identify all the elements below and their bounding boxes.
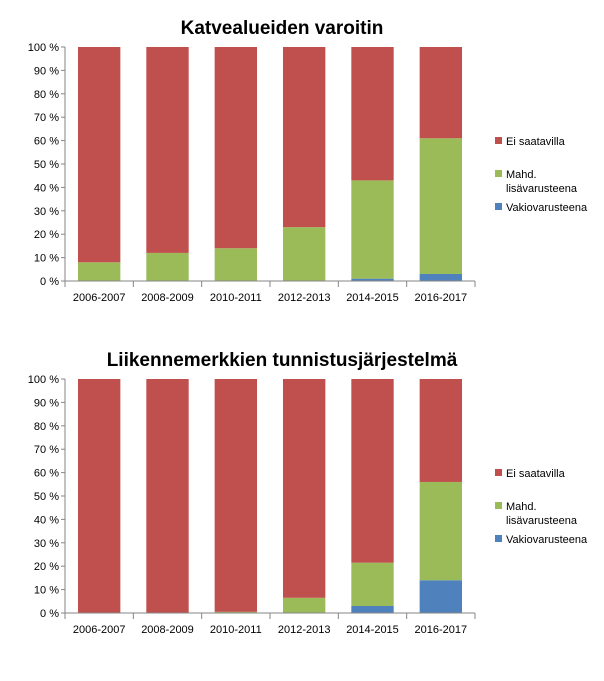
bar-segment-mahd-lisävarusteena xyxy=(351,180,394,279)
bar-segment-vakiovarusteena xyxy=(351,605,394,613)
y-tick-label: 90 % xyxy=(34,65,59,77)
y-tick-label: 20 % xyxy=(34,561,59,573)
bar-segment-mahd-lisävarusteena xyxy=(282,227,326,281)
bar-segment-ei-saatavilla xyxy=(214,379,258,612)
x-tick-label: 2014-2015 xyxy=(346,292,399,304)
x-tick-label: 2010-2011 xyxy=(210,624,262,636)
legend-swatch xyxy=(495,502,502,509)
legend-label: Mahd. xyxy=(506,169,537,181)
bar-segment-mahd-lisävarusteena xyxy=(77,262,121,281)
bar-segment-ei-saatavilla xyxy=(146,47,189,253)
x-tick-label: 2012-2013 xyxy=(278,292,331,304)
x-tick-label: 2014-2015 xyxy=(346,624,399,636)
bar-segment-ei-saatavilla xyxy=(419,47,463,139)
legend-swatch xyxy=(495,170,502,177)
x-tick-label: 2006-2007 xyxy=(73,292,126,304)
legend-label: Ei saatavilla xyxy=(506,136,566,148)
y-tick-label: 30 % xyxy=(34,538,59,550)
bar-segment-ei-saatavilla xyxy=(146,379,189,613)
y-tick-label: 20 % xyxy=(34,229,59,241)
y-tick-label: 70 % xyxy=(34,112,59,124)
bar-segment-mahd-lisävarusteena xyxy=(419,481,463,581)
x-tick-label: 2016-2017 xyxy=(415,624,468,636)
legend-swatch xyxy=(495,469,502,476)
y-tick-label: 60 % xyxy=(34,136,59,148)
y-tick-label: 80 % xyxy=(34,89,59,101)
chart-katvealueiden-varoitin: Katvealueiden varoitin 0 % 10 % 20 % 30 % 40 … xyxy=(0,0,604,320)
legend-swatch xyxy=(495,535,502,542)
bar-segment-vakiovarusteena xyxy=(419,273,463,281)
x-tick-label: 2012-2013 xyxy=(278,624,331,636)
y-tick-label: 10 % xyxy=(34,585,59,597)
y-tick-label: 90 % xyxy=(34,397,59,409)
legend-label: Mahd. xyxy=(506,501,537,513)
bar-segment-mahd-lisävarusteena xyxy=(351,562,394,606)
chart-title: Katvealueiden varoitin xyxy=(181,18,384,39)
chart-liikennemerkkien-tunnistus: Liikennemerkkien tunnistusjärjestelmä 0 %… xyxy=(0,332,604,652)
y-tick-label: 10 % xyxy=(34,253,59,265)
bar-segment-ei-saatavilla xyxy=(282,47,326,228)
x-tick-label: 2006-2007 xyxy=(73,624,126,636)
chart-title: Liikennemerkkien tunnistusjärjestelmä xyxy=(107,350,458,371)
bar-segment-mahd-lisävarusteena xyxy=(214,248,258,281)
bar-segment-mahd-lisävarusteena xyxy=(214,611,258,613)
x-tick-label: 2016-2017 xyxy=(415,292,468,304)
bar-segment-mahd-lisävarusteena xyxy=(282,597,326,613)
bar-segment-ei-saatavilla xyxy=(419,379,463,482)
y-tick-label: 0 % xyxy=(40,276,59,288)
bar-segment-ei-saatavilla xyxy=(351,379,394,563)
legend-label: Ei saatavilla xyxy=(506,468,566,480)
chart-1-svg: Liikennemerkkien tunnistusjärjestelmä 0 %… xyxy=(28,350,588,636)
legend-label: Vakiovarusteena xyxy=(506,534,588,546)
bar-segment-vakiovarusteena xyxy=(351,278,394,281)
bar-segment-vakiovarusteena xyxy=(419,580,463,613)
y-tick-label: 70 % xyxy=(34,444,59,456)
bar-segment-ei-saatavilla xyxy=(77,47,121,263)
legend-label: Vakiovarusteena xyxy=(506,202,588,214)
chart-0-svg: Katvealueiden varoitin 0 % 10 % 20 % 30 % 40 … xyxy=(28,18,588,304)
y-tick-label: 40 % xyxy=(34,514,59,526)
y-tick-label: 40 % xyxy=(34,182,59,194)
y-tick-label: 80 % xyxy=(34,421,59,433)
legend-label: lisävarusteena xyxy=(506,183,578,195)
x-tick-label: 2008-2009 xyxy=(141,292,194,304)
y-tick-label: 0 % xyxy=(40,608,59,620)
legend-label: lisävarusteena xyxy=(506,515,578,527)
x-tick-label: 2008-2009 xyxy=(141,624,194,636)
bar-segment-mahd-lisävarusteena xyxy=(419,138,463,274)
legend-swatch xyxy=(495,137,502,144)
y-tick-label: 50 % xyxy=(34,491,59,503)
bar-segment-ei-saatavilla xyxy=(282,379,326,598)
bar-segment-ei-saatavilla xyxy=(77,379,121,613)
bar-segment-mahd-lisävarusteena xyxy=(146,252,189,281)
y-tick-label: 100 % xyxy=(28,374,59,386)
bar-segment-ei-saatavilla xyxy=(214,47,258,249)
legend-swatch xyxy=(495,203,502,210)
y-tick-label: 100 % xyxy=(28,42,59,54)
x-tick-label: 2010-2011 xyxy=(210,292,262,304)
y-tick-label: 30 % xyxy=(34,206,59,218)
bar-segment-ei-saatavilla xyxy=(351,47,394,181)
y-tick-label: 60 % xyxy=(34,468,59,480)
y-tick-label: 50 % xyxy=(34,159,59,171)
